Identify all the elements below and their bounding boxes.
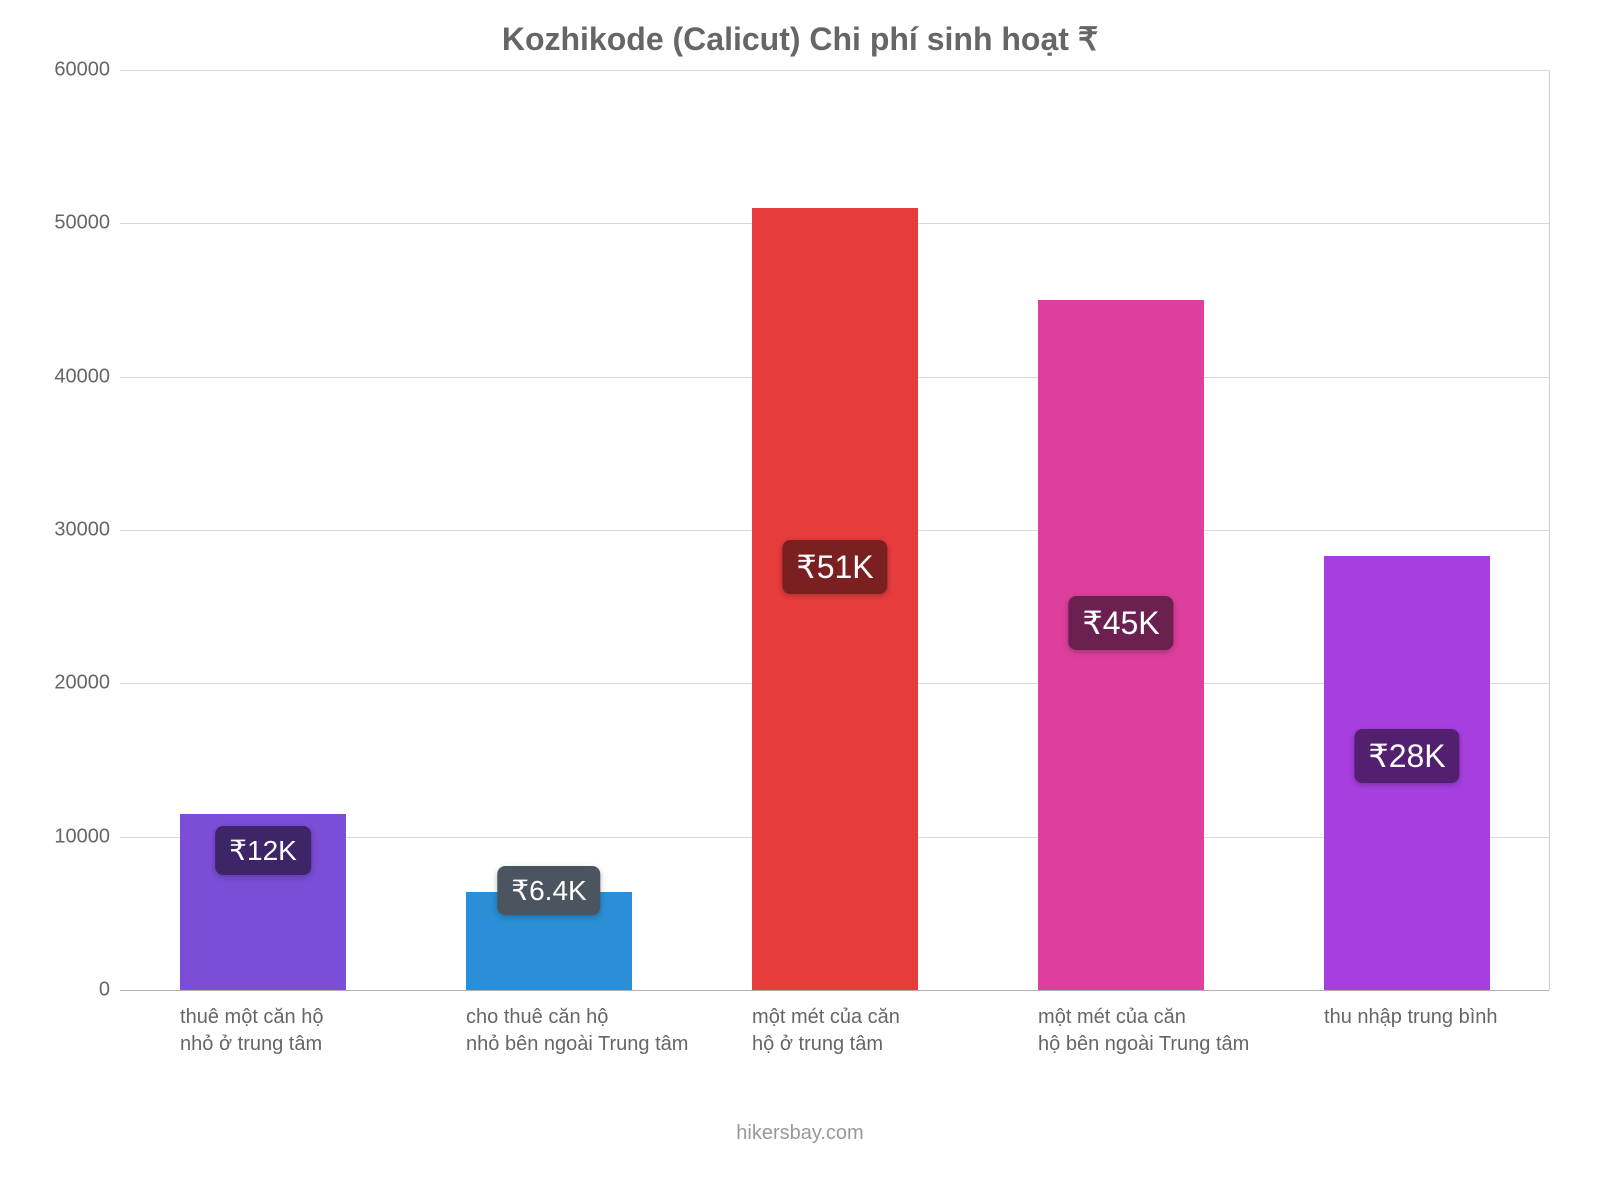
x-tick-label-line1: thu nhập trung bình [1324, 1006, 1497, 1028]
value-badge: ₹45K [1068, 596, 1173, 650]
x-tick-label: một mét của căn hộ ở trung tâm [752, 990, 900, 1058]
y-tick-label: 50000 [54, 212, 120, 235]
value-badge: ₹28K [1354, 729, 1459, 783]
value-badge: ₹6.4K [497, 866, 600, 915]
x-tick-label-line1: thuê một căn hộ [180, 1006, 323, 1028]
x-tick-label-line2: nhỏ bên ngoài Trung tâm [466, 1033, 688, 1055]
x-tick-label-line2: hộ ở trung tâm [752, 1033, 883, 1055]
x-tick-label: cho thuê căn hộ nhỏ bên ngoài Trung tâm [466, 990, 688, 1058]
x-tick-label-line2: hộ bên ngoài Trung tâm [1038, 1033, 1249, 1055]
y-tick-label: 20000 [54, 672, 120, 695]
y-tick-label: 0 [99, 979, 120, 1002]
value-badge: ₹51K [782, 540, 887, 594]
value-badge: ₹12K [215, 826, 311, 875]
chart-attribution: hikersbay.com [0, 1122, 1600, 1145]
x-tick-label: thuê một căn hộ nhỏ ở trung tâm [180, 990, 323, 1058]
cost-of-living-chart: Kozhikode (Calicut) Chi phí sinh hoạt ₹ … [0, 0, 1600, 1200]
x-tick-label: thu nhập trung bình [1324, 990, 1497, 1031]
x-tick-label-line1: một mét của căn [752, 1006, 900, 1028]
y-tick-label: 40000 [54, 365, 120, 388]
y-tick-label: 10000 [54, 825, 120, 848]
y-gridline [120, 70, 1549, 71]
plot-area: 0100002000030000400005000060000₹12Kthuê … [120, 70, 1550, 990]
bar [752, 208, 918, 990]
x-tick-label: một mét của căn hộ bên ngoài Trung tâm [1038, 990, 1249, 1058]
x-tick-label-line1: cho thuê căn hộ [466, 1006, 608, 1028]
y-tick-label: 30000 [54, 519, 120, 542]
x-tick-label-line2: nhỏ ở trung tâm [180, 1033, 322, 1055]
chart-title: Kozhikode (Calicut) Chi phí sinh hoạt ₹ [0, 20, 1600, 58]
x-tick-label-line1: một mét của căn [1038, 1006, 1186, 1028]
y-tick-label: 60000 [54, 59, 120, 82]
